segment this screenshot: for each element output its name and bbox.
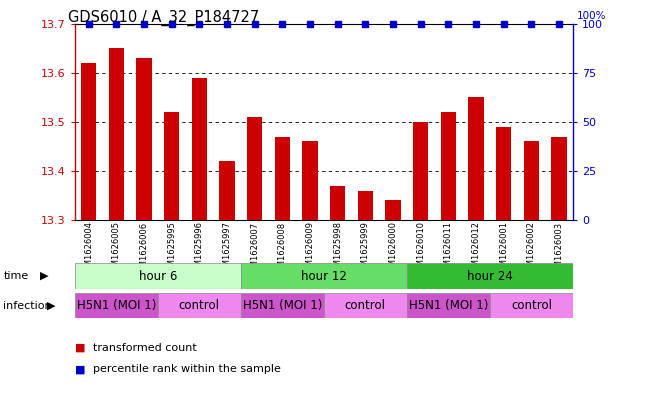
Bar <box>241 263 407 289</box>
Bar <box>109 48 124 220</box>
Text: ▶: ▶ <box>47 301 55 310</box>
Bar <box>303 141 318 220</box>
Text: percentile rank within the sample: percentile rank within the sample <box>93 364 281 375</box>
Text: ■: ■ <box>75 343 89 353</box>
Bar <box>219 161 234 220</box>
Bar <box>81 63 96 220</box>
Bar <box>469 97 484 220</box>
Text: infection: infection <box>3 301 52 310</box>
Bar <box>490 293 573 318</box>
Bar <box>275 137 290 220</box>
Text: control: control <box>511 299 552 312</box>
Text: transformed count: transformed count <box>93 343 197 353</box>
Bar <box>324 293 407 318</box>
Text: hour 6: hour 6 <box>139 270 177 283</box>
Text: ■: ■ <box>75 364 89 375</box>
Bar <box>358 191 373 220</box>
Bar <box>496 127 511 220</box>
Bar <box>164 112 179 220</box>
Text: control: control <box>179 299 220 312</box>
Bar <box>441 112 456 220</box>
Text: 100%: 100% <box>577 11 607 21</box>
Text: ▶: ▶ <box>40 271 49 281</box>
Bar <box>407 263 573 289</box>
Bar <box>158 293 241 318</box>
Text: hour 24: hour 24 <box>467 270 513 283</box>
Bar <box>330 186 345 220</box>
Bar <box>524 141 539 220</box>
Text: hour 12: hour 12 <box>301 270 347 283</box>
Bar <box>241 293 324 318</box>
Text: control: control <box>345 299 386 312</box>
Bar <box>192 78 207 220</box>
Bar <box>413 122 428 220</box>
Bar <box>75 293 158 318</box>
Text: GDS6010 / A_32_P184727: GDS6010 / A_32_P184727 <box>68 10 260 26</box>
Text: H5N1 (MOI 1): H5N1 (MOI 1) <box>243 299 322 312</box>
Bar <box>551 137 566 220</box>
Bar <box>247 117 262 220</box>
Bar <box>385 200 400 220</box>
Bar <box>407 293 490 318</box>
Bar <box>75 263 241 289</box>
Text: time: time <box>3 271 29 281</box>
Text: H5N1 (MOI 1): H5N1 (MOI 1) <box>409 299 488 312</box>
Text: H5N1 (MOI 1): H5N1 (MOI 1) <box>77 299 156 312</box>
Bar <box>137 58 152 220</box>
